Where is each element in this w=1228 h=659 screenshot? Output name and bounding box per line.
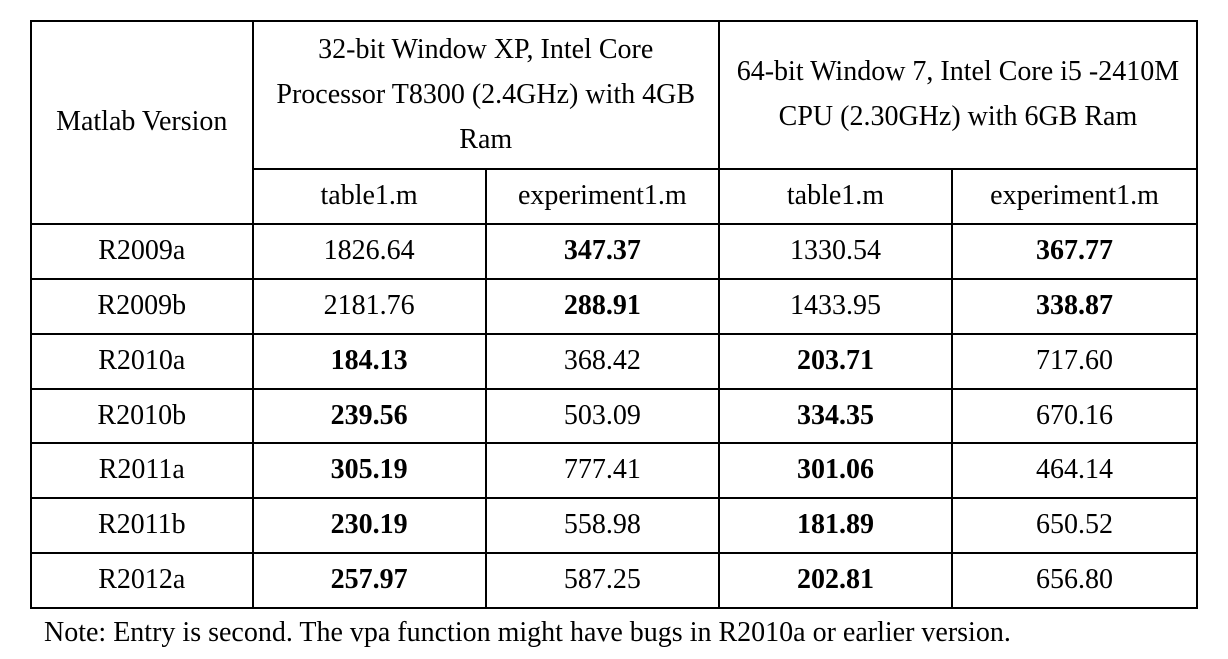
value-cell: 203.71 [719,334,952,389]
table-row: R2009b2181.76288.911433.95338.87 [31,279,1197,334]
table-header-row-1: Matlab Version 32-bit Window XP, Intel C… [31,21,1197,169]
value-cell: 650.52 [952,498,1197,553]
subcol-1: experiment1.m [486,169,719,224]
value-cell: 558.98 [486,498,719,553]
subcol-3: experiment1.m [952,169,1197,224]
table-row: R2009a1826.64347.371330.54367.77 [31,224,1197,279]
system1-header: 32-bit Window XP, Intel Core Processor T… [253,21,719,169]
system2-header: 64-bit Window 7, Intel Core i5 -2410M CP… [719,21,1197,169]
version-cell: R2012a [31,553,253,608]
version-cell: R2009b [31,279,253,334]
table-note: Note: Entry is second. The vpa function … [30,609,1198,649]
value-cell: 367.77 [952,224,1197,279]
benchmark-table: Matlab Version 32-bit Window XP, Intel C… [30,20,1198,609]
value-cell: 181.89 [719,498,952,553]
value-cell: 338.87 [952,279,1197,334]
value-cell: 1330.54 [719,224,952,279]
value-cell: 717.60 [952,334,1197,389]
value-cell: 670.16 [952,389,1197,444]
version-cell: R2010a [31,334,253,389]
value-cell: 288.91 [486,279,719,334]
row-header-label: Matlab Version [31,21,253,224]
value-cell: 334.35 [719,389,952,444]
value-cell: 464.14 [952,443,1197,498]
table-body: R2009a1826.64347.371330.54367.77R2009b21… [31,224,1197,608]
table-row: R2011a305.19777.41301.06464.14 [31,443,1197,498]
subcol-0: table1.m [253,169,486,224]
version-cell: R2010b [31,389,253,444]
value-cell: 1826.64 [253,224,486,279]
value-cell: 347.37 [486,224,719,279]
value-cell: 656.80 [952,553,1197,608]
value-cell: 305.19 [253,443,486,498]
value-cell: 230.19 [253,498,486,553]
table-row: R2010a184.13368.42203.71717.60 [31,334,1197,389]
value-cell: 239.56 [253,389,486,444]
table-row: R2012a257.97587.25202.81656.80 [31,553,1197,608]
version-cell: R2009a [31,224,253,279]
value-cell: 184.13 [253,334,486,389]
value-cell: 777.41 [486,443,719,498]
version-cell: R2011a [31,443,253,498]
value-cell: 1433.95 [719,279,952,334]
value-cell: 2181.76 [253,279,486,334]
version-cell: R2011b [31,498,253,553]
value-cell: 257.97 [253,553,486,608]
value-cell: 301.06 [719,443,952,498]
table-row: R2010b239.56503.09334.35670.16 [31,389,1197,444]
subcol-2: table1.m [719,169,952,224]
value-cell: 503.09 [486,389,719,444]
table-row: R2011b230.19558.98181.89650.52 [31,498,1197,553]
value-cell: 368.42 [486,334,719,389]
value-cell: 202.81 [719,553,952,608]
value-cell: 587.25 [486,553,719,608]
